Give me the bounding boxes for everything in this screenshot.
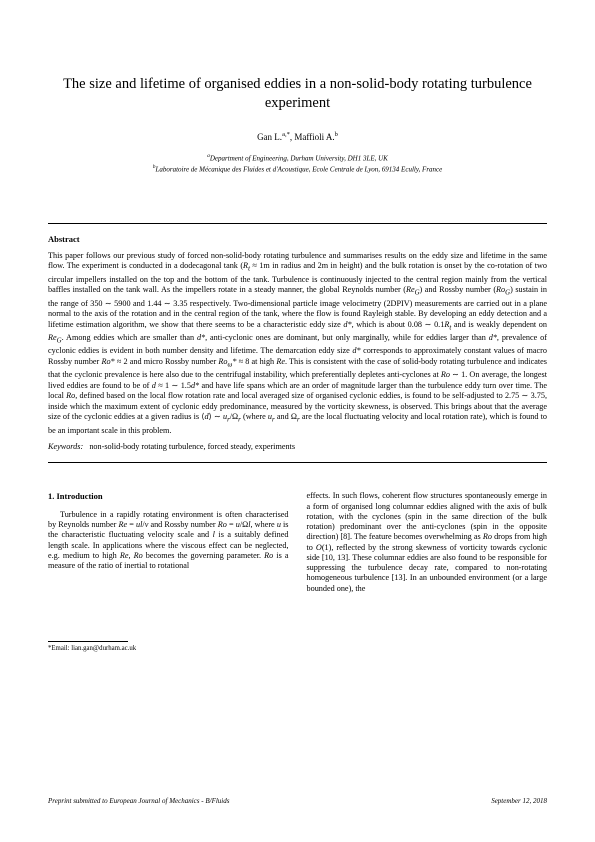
intro-para-left: Turbulence in a rapidly rotating environ… xyxy=(48,510,289,572)
footer-journal: Preprint submitted to European Journal o… xyxy=(48,797,229,806)
abstract-rule-bottom xyxy=(48,462,547,463)
abstract-box: Abstract This paper follows our previous… xyxy=(48,223,547,463)
abstract-text: This paper follows our previous study of… xyxy=(48,251,547,436)
keywords-text: non-solid-body rotating turbulence, forc… xyxy=(89,442,295,451)
footer-date: September 12, 2018 xyxy=(491,797,547,806)
keywords-label: Keywords: xyxy=(48,442,83,451)
section-1-heading: 1. Introduction xyxy=(48,491,289,502)
paper-title: The size and lifetime of organised eddie… xyxy=(48,75,547,113)
affiliation-b: bLaboratoire de Mécanique des Fluides et… xyxy=(48,164,547,175)
keywords: Keywords: non-solid-body rotating turbul… xyxy=(48,442,547,452)
authors: Gan L.a,*, Maffioli A.b xyxy=(48,131,547,143)
abstract-heading: Abstract xyxy=(48,234,547,245)
corresponding-footnote: *Email: lian.gan@durham.ac.uk xyxy=(48,645,289,653)
footnote-separator xyxy=(48,641,128,642)
affiliation-a: aDepartment of Engineering, Durham Unive… xyxy=(48,153,547,164)
body-columns: 1. Introduction Turbulence in a rapidly … xyxy=(48,491,547,654)
affiliations: aDepartment of Engineering, Durham Unive… xyxy=(48,153,547,175)
page-footer: Preprint submitted to European Journal o… xyxy=(48,797,547,806)
abstract-rule-top xyxy=(48,223,547,224)
intro-para-right: effects. In such flows, coherent flow st… xyxy=(307,491,548,594)
